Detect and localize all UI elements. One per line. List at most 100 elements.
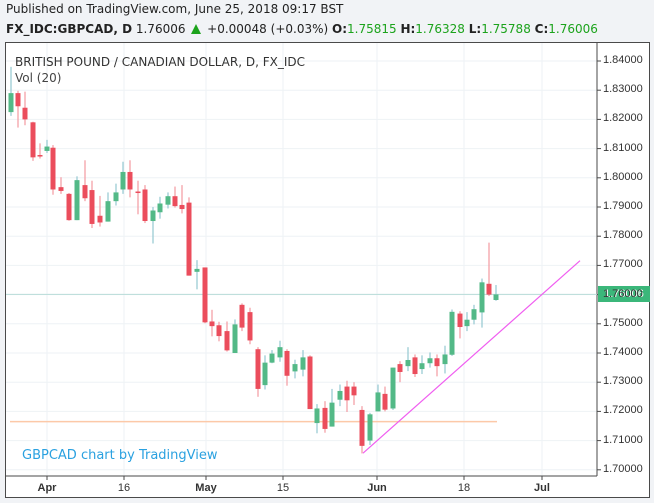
price-tick-label: 1.81000 xyxy=(603,141,643,154)
time-tick-label: 16 xyxy=(117,482,131,494)
candle-body xyxy=(89,190,95,224)
price-tick-label: 1.79000 xyxy=(603,200,643,212)
candle-body xyxy=(37,155,43,157)
candle-body xyxy=(344,386,350,401)
candle-body xyxy=(186,202,192,276)
candle-body xyxy=(58,187,64,191)
chart-title: BRITISH POUND / CANADIAN DOLLAR, D, FX_I… xyxy=(15,55,305,69)
candle-body xyxy=(269,353,275,363)
up-triangle-icon xyxy=(191,24,202,34)
candle-body xyxy=(300,357,306,370)
candle-body xyxy=(307,356,313,410)
time-tick-label: 18 xyxy=(457,482,471,494)
watermark: GBPCAD chart by TradingView xyxy=(22,448,218,463)
price-tick-label: 1.75000 xyxy=(603,316,643,329)
time-tick-label: May xyxy=(195,482,217,494)
candle-body xyxy=(239,304,245,328)
candle-body xyxy=(405,360,411,367)
candle-body xyxy=(247,312,253,341)
high-value: 1.76328 xyxy=(415,22,465,36)
price-tick-label: 1.74000 xyxy=(603,346,643,358)
candle-body xyxy=(427,358,433,364)
open-label: O: xyxy=(332,22,347,36)
candle-body xyxy=(44,146,50,151)
candle-body xyxy=(375,392,381,412)
price-tick-label: 1.76000 xyxy=(603,287,643,300)
candle-body xyxy=(82,185,88,199)
candle-body xyxy=(209,321,215,327)
candle-body xyxy=(127,171,133,190)
symbol-info-bar: FX_IDC:GBPCAD, D 1.76006 +0.00048 (+0.03… xyxy=(6,22,598,36)
candle-body xyxy=(113,192,119,202)
candle-body xyxy=(292,364,298,372)
symbol-name: FX_IDC:GBPCAD, D xyxy=(6,22,133,36)
candle-body xyxy=(202,267,208,323)
price-tick-label: 1.72000 xyxy=(603,404,643,417)
candle-body xyxy=(479,282,485,313)
candle-body xyxy=(255,349,261,389)
candle-body xyxy=(165,196,171,205)
candle-body xyxy=(172,196,178,207)
price-tick-label: 1.70000 xyxy=(603,462,643,475)
candle-body xyxy=(464,319,470,327)
candle-body xyxy=(22,107,28,120)
price-tick-label: 1.71000 xyxy=(603,433,643,446)
candle-body xyxy=(142,189,148,222)
candle-body xyxy=(15,93,21,107)
candle-body xyxy=(97,215,103,223)
candle-body xyxy=(74,180,80,221)
candle-body xyxy=(471,309,477,320)
candle-body xyxy=(382,393,388,410)
price-tick-label: 1.73000 xyxy=(603,375,643,388)
last-price-badge: 1.76006 xyxy=(598,286,650,302)
price-tick-label: 1.84000 xyxy=(603,54,643,66)
candle-body xyxy=(434,358,440,367)
candle-body xyxy=(232,324,238,353)
price-tick-label: 1.78000 xyxy=(603,229,643,242)
candle-body xyxy=(135,191,141,194)
candle-body xyxy=(50,147,56,190)
candle-body xyxy=(216,325,222,337)
price-tick-label: 1.82000 xyxy=(603,112,643,125)
candle-body xyxy=(359,409,365,446)
published-caption: Published on TradingView.com, June 25, 2… xyxy=(6,2,344,16)
candle-body xyxy=(150,210,156,222)
low-value: 1.75788 xyxy=(481,22,531,36)
price-tick-label: 1.83000 xyxy=(603,83,643,96)
volume-indicator-label[interactable]: Vol (20) xyxy=(15,71,62,85)
candle-body xyxy=(30,122,36,158)
candle-body xyxy=(262,362,268,386)
candle-body xyxy=(397,364,403,372)
candle-body xyxy=(314,408,320,424)
candle-body xyxy=(337,390,343,400)
candle-body xyxy=(322,407,328,429)
last-price: 1.76006 xyxy=(135,22,186,36)
candle-body xyxy=(457,313,463,328)
candle-body xyxy=(412,357,418,375)
candle-body xyxy=(419,363,425,370)
time-tick-label: Apr xyxy=(37,482,57,494)
candle-body xyxy=(351,386,357,396)
close-label: C: xyxy=(534,22,549,36)
candle-body xyxy=(493,294,499,301)
candle-body xyxy=(8,93,14,113)
candle-body xyxy=(120,171,126,190)
trendline xyxy=(362,260,581,454)
candle-body xyxy=(105,201,111,222)
candle-body xyxy=(367,414,373,441)
candle-body xyxy=(486,283,492,295)
time-tick-label: 15 xyxy=(276,482,290,494)
candle-body xyxy=(179,204,185,210)
time-tick-label: Jul xyxy=(534,482,550,494)
open-value: 1.75815 xyxy=(347,22,397,36)
candle-body xyxy=(390,367,396,409)
candle-body xyxy=(277,347,283,358)
candle-body xyxy=(224,331,230,351)
candle-body xyxy=(329,402,335,427)
candle-body xyxy=(442,354,448,365)
candle-body xyxy=(157,203,163,213)
candle-body xyxy=(284,350,290,376)
candle-body xyxy=(449,311,455,355)
candle-body xyxy=(194,268,200,272)
